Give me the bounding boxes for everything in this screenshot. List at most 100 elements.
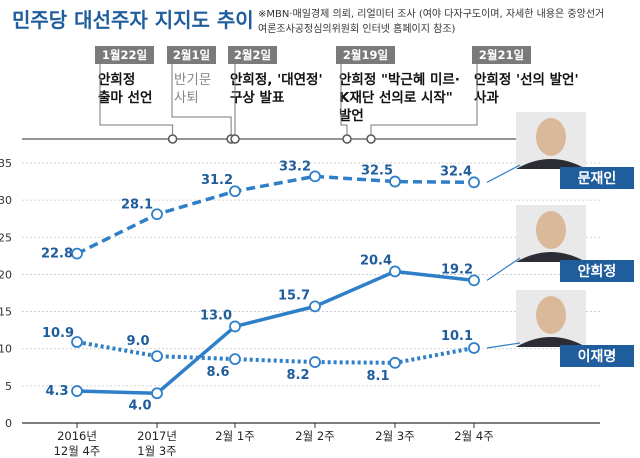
source-note-line-1: ※MBN·매일경제 의뢰, 리얼미터 조사 (여야 다자구도이며, 자세한 내용… — [258, 7, 604, 20]
data-point-1-3 — [309, 300, 321, 313]
legend-name-box-1 — [560, 260, 634, 282]
y-tick-label-25: 25 — [0, 231, 12, 244]
data-point-1-1 — [151, 387, 163, 400]
data-point-2-2 — [229, 353, 241, 366]
y-tick-label-0: 0 — [5, 417, 12, 430]
x-tick-label-5-0: 2월 4주 — [454, 429, 493, 443]
portrait-suit-2 — [516, 337, 586, 347]
x-tick-label-4-0: 2월 3주 — [375, 429, 414, 443]
event-leader-3 — [340, 64, 348, 139]
series-lines: 22.8 28.1 31.2 33.2 32.5 32.4 4.3 4.0 13.0 15.7 20… — [41, 159, 480, 413]
series-line-2 — [76, 340, 475, 365]
event-text-3-2: 발언 — [339, 107, 364, 124]
event-text-1-1: 사퇴 — [174, 90, 199, 106]
data-label-0-0: 22.8 — [41, 247, 73, 262]
y-tick-label-5: 5 — [5, 380, 12, 393]
event-text-3-0: 안희정 "박근혜 미르· — [339, 71, 460, 88]
event-date-1: 2월1일 — [173, 48, 210, 62]
legend-name-2: 이재명 — [578, 348, 617, 365]
data-label-0-4: 32.5 — [361, 164, 393, 179]
x-tick-label-3-0: 2월 2주 — [295, 429, 334, 443]
portrait-0 — [516, 112, 586, 169]
data-label-2-2: 8.6 — [206, 365, 229, 380]
portrait-face-2 — [536, 296, 566, 334]
event-text-4-1: 사과 — [474, 90, 499, 106]
event-text-2-1: 구상 발표 — [230, 89, 285, 106]
event-text-2-0: 안희정, '대연정' — [230, 71, 323, 88]
data-label-2-3: 8.2 — [286, 368, 309, 383]
data-point-1-5 — [468, 274, 480, 287]
data-label-1-2: 13.0 — [200, 308, 232, 323]
data-label-1-0: 4.3 — [45, 384, 68, 399]
event-date-tag-2 — [228, 46, 277, 64]
x-tick-label-0-1: 12월 4주 — [54, 444, 101, 458]
y-tick-label-30: 30 — [0, 194, 12, 207]
event-marker-2 — [230, 134, 240, 144]
series-line-1 — [76, 269, 475, 396]
event-text-3-1: K재단 선의로 시작" — [339, 89, 453, 106]
data-point-0-4 — [389, 175, 401, 188]
portrait-face-0 — [536, 118, 566, 156]
event-date-tag-3 — [336, 46, 395, 64]
legend-name-1: 안희정 — [578, 263, 617, 280]
event-leader-1 — [171, 64, 232, 139]
y-tick-label-15: 15 — [0, 306, 12, 319]
portrait-suit-1 — [516, 252, 586, 262]
data-point-0-0 — [71, 247, 83, 260]
data-label-0-5: 32.4 — [440, 164, 472, 179]
x-tick-label-0-0: 2016년 — [57, 429, 97, 443]
event-leader-0 — [99, 64, 174, 139]
event-date-3: 2월19일 — [343, 48, 388, 62]
data-point-1-0 — [71, 385, 83, 397]
legend-name-0: 문재인 — [578, 170, 617, 187]
data-point-2-3 — [309, 356, 321, 368]
event-marker-4 — [366, 134, 376, 144]
data-point-1-2 — [229, 320, 241, 333]
portrait-suit-0 — [516, 159, 586, 169]
event-text-1-0: 반기문 — [174, 72, 211, 88]
data-label-2-1: 9.0 — [126, 334, 149, 349]
event-date-tag-0 — [95, 46, 154, 64]
legend-leader-0 — [486, 164, 521, 183]
data-label-1-1: 4.0 — [128, 398, 151, 413]
data-point-0-1 — [151, 208, 163, 221]
x-tick-label-1-1: 1월 3주 — [137, 444, 176, 458]
portrait-2 — [516, 290, 586, 347]
portrait-1 — [516, 205, 586, 262]
y-tick-label-35: 35 — [0, 157, 12, 170]
series-line-0 — [76, 174, 475, 256]
event-date-4: 2월21일 — [479, 48, 524, 62]
data-point-2-1 — [151, 350, 163, 363]
data-label-1-3: 15.7 — [278, 288, 310, 303]
portrait-face-1 — [536, 211, 566, 249]
data-label-1-4: 20.4 — [360, 253, 392, 268]
chart-title: 민주당 대선주자 지지도 추이 — [12, 8, 254, 32]
event-marker-3 — [342, 134, 352, 144]
data-label-2-4: 8.1 — [366, 369, 389, 384]
source-note-line-2: 여론조사공정심의위원회 인터넷 홈페이지 참조) — [258, 22, 456, 35]
x-tick-label-1-0: 2017년 — [137, 429, 177, 443]
event-date-tag-1 — [167, 46, 216, 64]
data-point-2-0 — [71, 336, 83, 348]
legend-name-box-2 — [560, 345, 634, 367]
data-label-2-0: 10.9 — [42, 326, 74, 341]
legend-leader-2 — [486, 342, 521, 349]
y-axis: 0 5 10 15 20 25 30 35 — [0, 157, 12, 430]
data-point-2-4 — [389, 356, 401, 369]
data-label-2-5: 10.1 — [441, 329, 473, 344]
data-label-1-5: 19.2 — [441, 262, 473, 277]
y-tick-label-20: 20 — [0, 268, 12, 281]
data-label-0-2: 31.2 — [201, 173, 233, 188]
event-date-tag-4 — [472, 46, 531, 64]
grid-lines — [22, 162, 600, 387]
event-leader-4 — [370, 64, 478, 139]
event-marker-0 — [167, 134, 178, 144]
event-text-4-0: 안희정 '선의 발언' — [474, 71, 579, 88]
legend-name-box-0 — [560, 167, 634, 189]
data-point-0-3 — [309, 170, 321, 183]
legend-leader-1 — [486, 257, 521, 281]
